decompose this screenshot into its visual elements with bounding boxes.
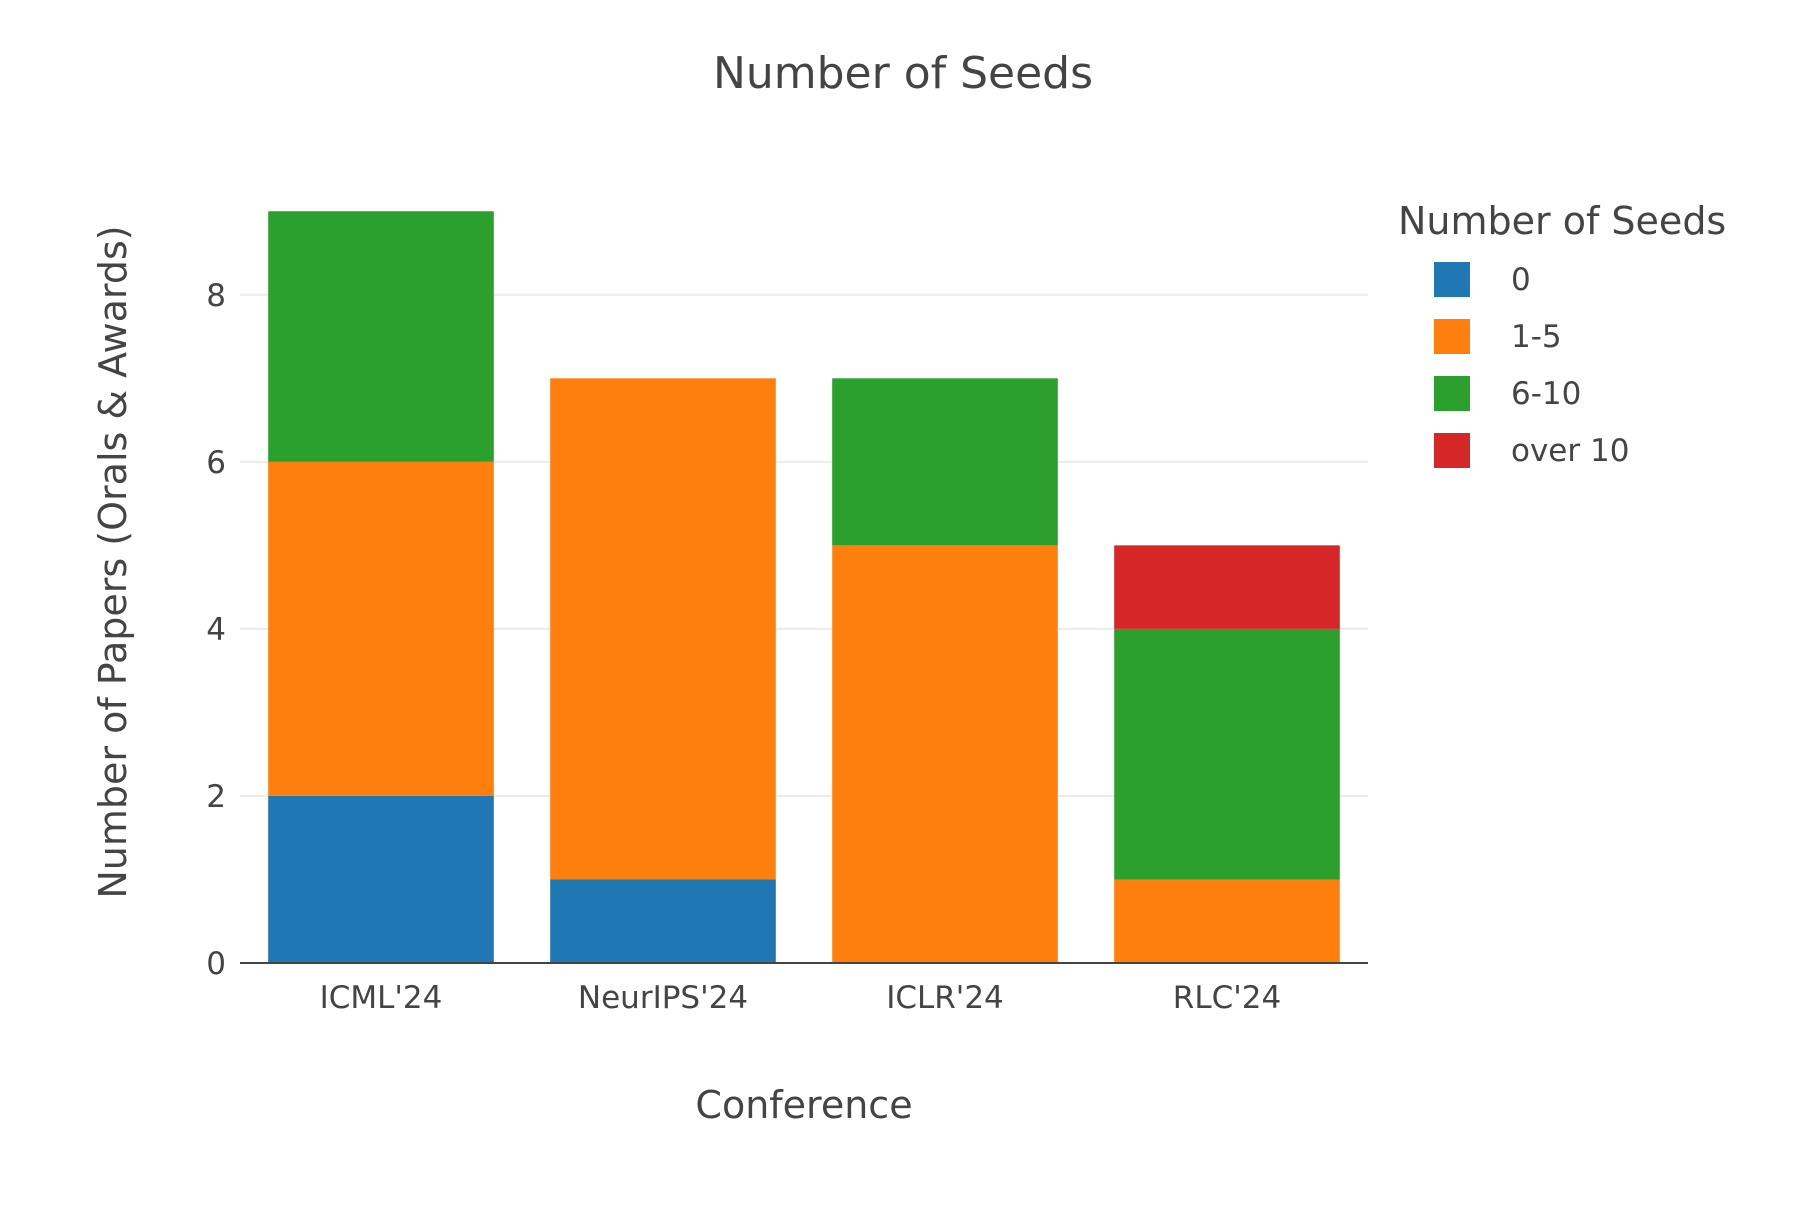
y-axis-title: Number of Papers (Orals & Awards) [91,225,135,898]
y-tick-label: 4 [206,612,226,648]
legend-swatch-over-10 [1434,433,1470,468]
x-tick-label: RLC'24 [1173,980,1281,1016]
bar-iclr-24-seeds-6-10 [832,378,1058,546]
x-axis-ticks: ICML'24 NeurIPS'24 ICLR'24 RLC'24 [320,980,1282,1016]
bar-rlc-24-seeds-1-5 [1114,879,1340,963]
bar-icml-24-seeds-0 [268,795,494,963]
legend-swatch-1-5 [1434,319,1470,354]
legend-label-over-10: over 10 [1511,433,1629,469]
bar-iclr-24-seeds-1-5 [832,545,1058,963]
x-tick-label: ICML'24 [320,980,443,1016]
bars [268,211,1340,963]
bar-rlc-24-seeds-over-10 [1114,545,1340,629]
y-tick-label: 6 [206,445,226,481]
bar-neurips-24-seeds-0 [550,879,776,963]
legend-swatch-6-10 [1434,376,1470,411]
legend: Number of Seeds 0 1-5 6-10 over 10 [1398,199,1726,469]
legend-label-6-10: 6-10 [1511,376,1581,412]
legend-label-1-5: 1-5 [1511,319,1562,355]
y-tick-label: 2 [206,779,226,815]
y-axis-ticks: 0 2 4 6 8 [206,278,226,982]
bar-neurips-24-seeds-1-5 [550,378,776,880]
bar-rlc-24-seeds-6-10 [1114,628,1340,880]
x-axis-title: Conference [695,1083,912,1127]
legend-title: Number of Seeds [1398,199,1726,243]
x-tick-label: NeurIPS'24 [578,980,748,1016]
legend-swatch-0 [1434,262,1470,297]
bar-icml-24-seeds-1-5 [268,461,494,796]
bar-icml-24-seeds-6-10 [268,211,494,462]
legend-items: 0 1-5 6-10 over 10 [1434,262,1629,469]
chart-title: Number of Seeds [713,48,1093,99]
y-tick-label: 0 [206,946,226,982]
y-tick-label: 8 [206,278,226,314]
x-tick-label: ICLR'24 [886,980,1004,1016]
legend-label-0: 0 [1511,262,1531,298]
